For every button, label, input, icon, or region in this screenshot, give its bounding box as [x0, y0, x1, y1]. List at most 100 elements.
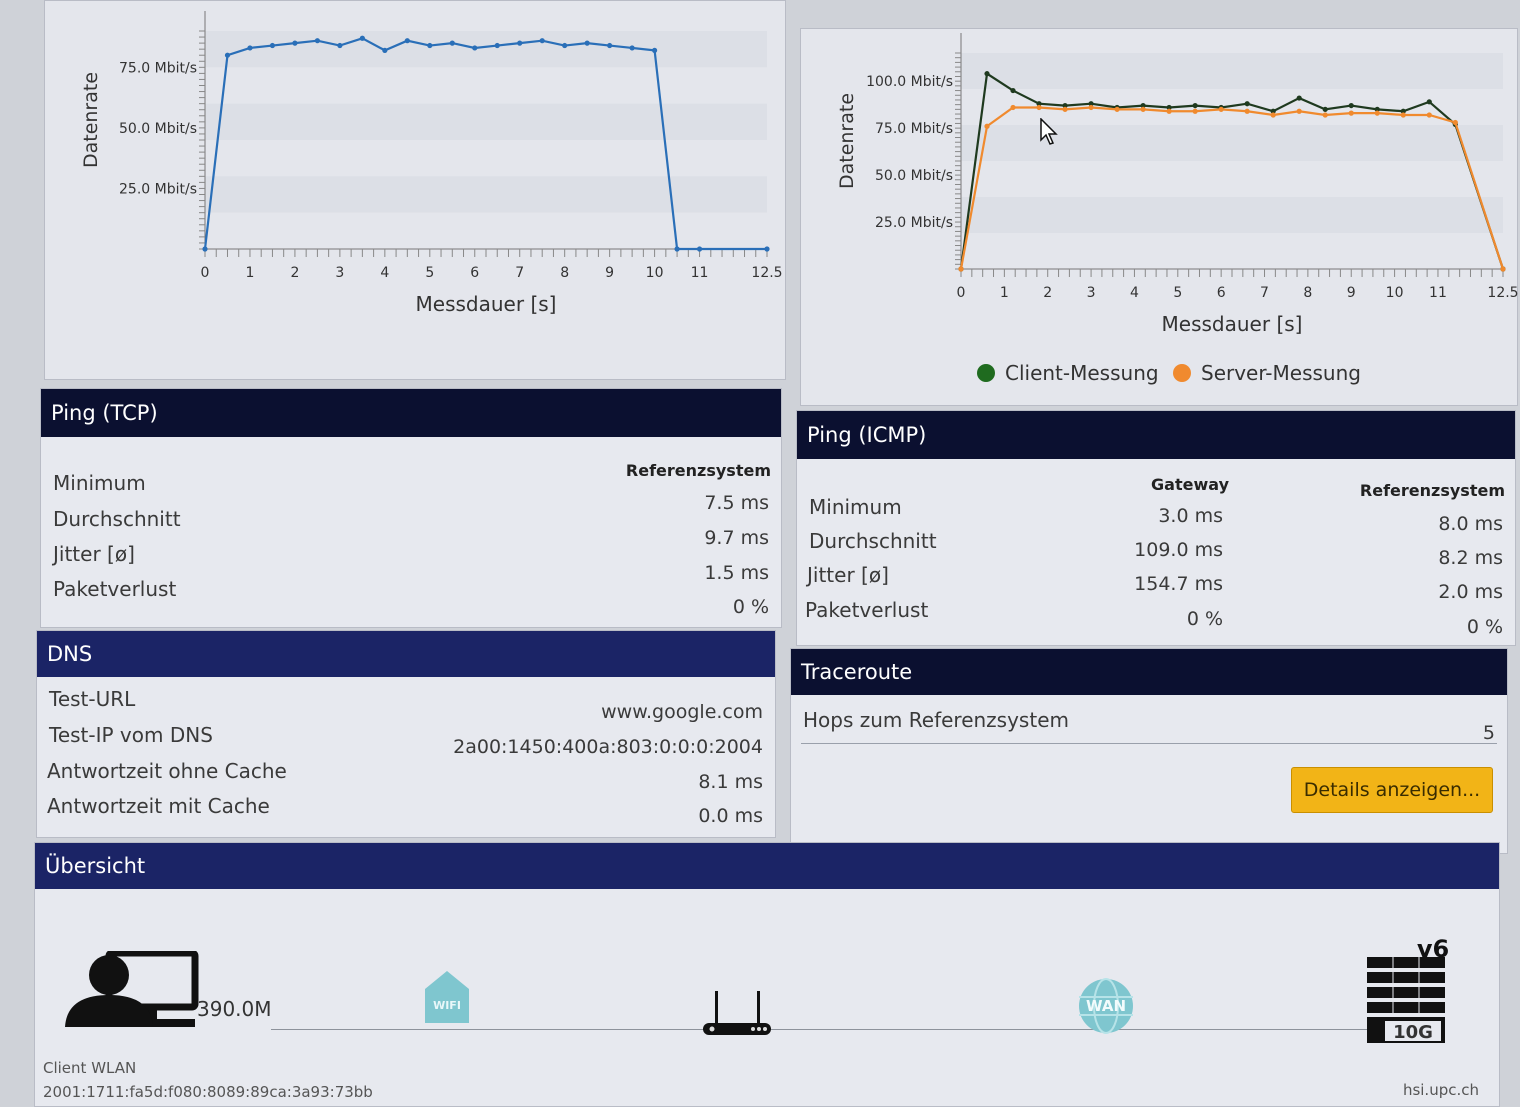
- download-chart-panel: 25.0 Mbit/s 50.0 Mbit/s 75.0 Mbit/s 0 1 2 3 4 5 6…: [44, 0, 786, 380]
- dns-panel: DNS Test-URL Test-IP vom DNS Antwortzeit…: [36, 630, 776, 838]
- plot-band: [205, 212, 767, 249]
- details-button[interactable]: Details anzeigen...: [1291, 767, 1493, 813]
- x-tick-label: 2: [290, 265, 299, 281]
- data-point: [382, 47, 388, 53]
- x-tick-label: 2: [1043, 285, 1052, 301]
- data-point: [1348, 102, 1354, 109]
- legend-server-label: Server-Messung: [1201, 361, 1361, 385]
- y-axis-title: Datenrate: [80, 72, 102, 168]
- client-ip: 2001:1711:fa5d:f080:8089:89ca:3a93:73bb: [43, 1083, 373, 1101]
- data-point: [1192, 102, 1198, 109]
- dns-value-nocache: 8.1 ms: [698, 771, 763, 793]
- data-point: [314, 38, 320, 44]
- x-tick-label: 9: [1347, 285, 1356, 301]
- data-point: [607, 42, 613, 49]
- data-point: [1296, 95, 1302, 101]
- data-point: [427, 42, 433, 49]
- data-point: [292, 40, 298, 46]
- wan-label: WAN: [1086, 997, 1126, 1015]
- x-tick-label: 12.5: [751, 265, 782, 281]
- dns-header: DNS: [37, 631, 775, 677]
- ping-icmp-gw-min: 3.0 ms: [1158, 505, 1223, 527]
- dns-value-cache: 0.0 ms: [698, 805, 763, 827]
- data-point: [1140, 106, 1146, 112]
- data-point: [1010, 87, 1016, 94]
- overview-panel: Übersicht 390.0M WIFI: [34, 842, 1500, 1107]
- data-point: [1088, 104, 1094, 111]
- data-point: [584, 40, 590, 46]
- data-point: [1036, 101, 1042, 107]
- x-tick-label: 11: [1429, 285, 1447, 301]
- x-tick-label: 10: [646, 265, 664, 281]
- plot-band: [961, 233, 1503, 269]
- data-point: [984, 123, 990, 129]
- ping-icmp-label-jitter: Jitter [ø]: [807, 563, 889, 587]
- x-tick-label: 11: [691, 265, 709, 281]
- server-speed: 10G: [1393, 1022, 1433, 1043]
- y-tick-label: 25.0 Mbit/s: [875, 215, 953, 231]
- x-tick-label: 9: [605, 265, 614, 281]
- download-chart: 25.0 Mbit/s 50.0 Mbit/s 75.0 Mbit/s 0 1 2 3 4 5 6…: [80, 11, 783, 316]
- y-axis-title: Datenrate: [836, 93, 858, 189]
- data-point: [984, 71, 990, 77]
- client-speed: 390.0M: [197, 997, 272, 1021]
- ping-icmp-gw-jitter: 154.7 ms: [1134, 573, 1223, 595]
- dns-label-url: Test-URL: [49, 687, 136, 711]
- data-point: [1452, 119, 1458, 126]
- y-tick-label: 100.0 Mbit/s: [866, 74, 953, 90]
- data-point: [1088, 101, 1094, 107]
- ping-icmp-panel: Ping (ICMP) Gateway Referenzsystem Minim…: [796, 410, 1516, 646]
- plot-band: [205, 140, 767, 177]
- y-tick-label: 50.0 Mbit/s: [875, 168, 953, 184]
- wan-globe-icon: WAN: [1077, 977, 1135, 1035]
- plot-band: [205, 31, 767, 68]
- x-tick-label: 3: [335, 265, 344, 281]
- dns-value-url: www.google.com: [601, 701, 763, 723]
- x-tick-label: 6: [470, 265, 479, 281]
- data-point: [1244, 108, 1250, 114]
- legend-client: Client-Messung: [977, 361, 1159, 385]
- data-point: [1192, 108, 1198, 114]
- data-point: [449, 40, 455, 46]
- x-tick-label: 5: [1173, 285, 1182, 301]
- client-type: Client WLAN: [43, 1059, 137, 1077]
- ping-tcp-value-jitter: 1.5 ms: [704, 562, 769, 584]
- y-tick-label: 25.0 Mbit/s: [119, 181, 197, 197]
- y-tick-label: 50.0 Mbit/s: [119, 121, 197, 137]
- data-point: [517, 40, 523, 46]
- ping-icmp-label-loss: Paketverlust: [805, 598, 929, 622]
- data-point: [1010, 104, 1016, 111]
- ping-icmp-header: Ping (ICMP): [797, 411, 1515, 459]
- plot-band: [961, 197, 1503, 233]
- traceroute-divider: [801, 743, 1497, 744]
- data-point: [1322, 112, 1328, 118]
- traceroute-header: Traceroute: [791, 649, 1507, 695]
- legend-client-swatch: [977, 364, 995, 382]
- ping-icmp-gw-loss: 0 %: [1186, 608, 1223, 630]
- x-tick-label: 1: [245, 265, 254, 281]
- data-point: [1062, 106, 1068, 112]
- data-point: [1036, 104, 1042, 111]
- data-point: [1270, 112, 1276, 118]
- x-tick-label: 8: [1303, 285, 1312, 301]
- x-tick-label: 7: [515, 265, 524, 281]
- plot-band: [205, 176, 767, 213]
- dns-label-ip: Test-IP vom DNS: [49, 723, 213, 747]
- data-point: [1426, 99, 1432, 105]
- traceroute-panel: Traceroute Hops zum Referenzsystem 5 Det…: [790, 648, 1508, 854]
- data-point: [1322, 106, 1328, 112]
- data-point: [337, 42, 343, 49]
- data-point: [1500, 266, 1506, 272]
- ping-tcp-label-min: Minimum: [53, 471, 146, 495]
- data-point: [247, 45, 253, 51]
- data-point: [674, 246, 680, 252]
- dns-label-cache: Antwortzeit mit Cache: [47, 794, 270, 818]
- connection-line: [271, 1029, 1391, 1030]
- server-host: hsi.upc.ch: [1402, 1081, 1479, 1099]
- ping-tcp-label-avg: Durchschnitt: [53, 507, 181, 531]
- ping-tcp-label-jitter: Jitter [ø]: [53, 542, 135, 566]
- data-point: [224, 52, 231, 58]
- data-point: [1218, 106, 1224, 112]
- mouse-cursor-icon: [1040, 117, 1060, 146]
- data-point: [958, 266, 964, 272]
